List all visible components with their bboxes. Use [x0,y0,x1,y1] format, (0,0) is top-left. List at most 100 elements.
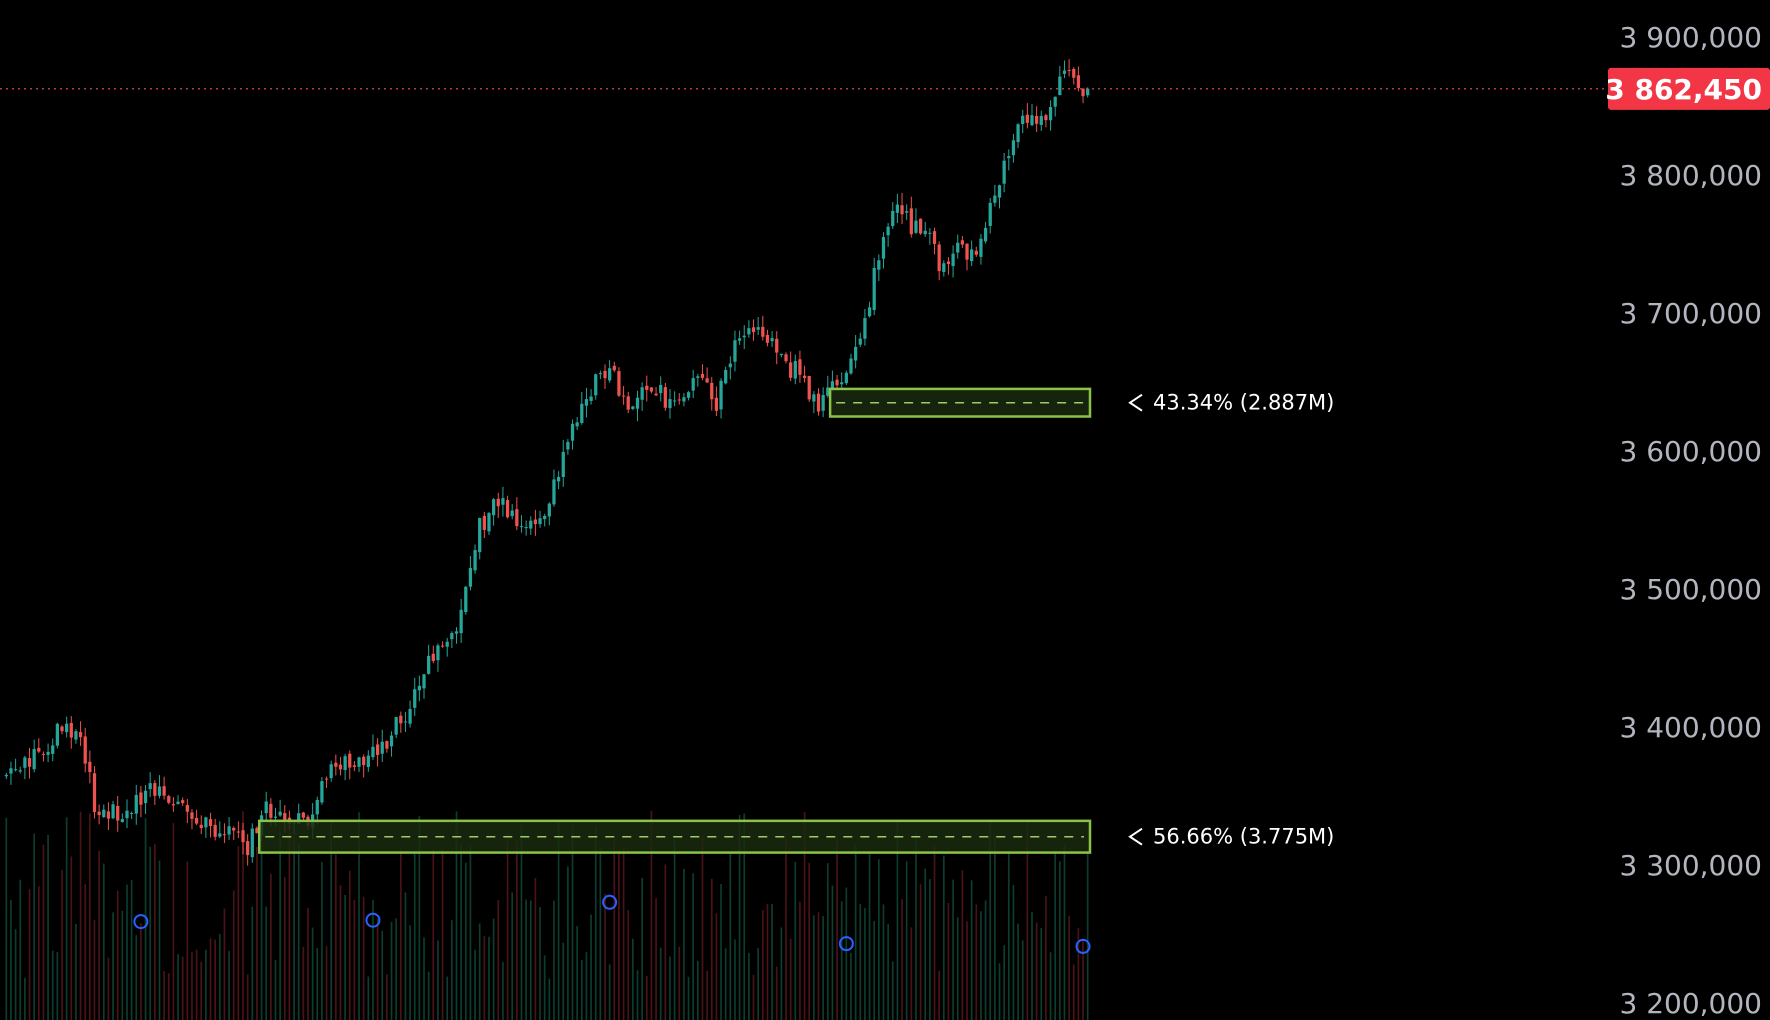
volume-bar [761,909,764,1020]
volume-bar [799,901,801,1020]
volume-bar [93,919,96,1020]
candle-body [826,387,830,396]
candle-body [561,451,565,477]
candle-body [580,403,584,423]
candle-body [153,783,157,796]
candle-body [18,770,22,772]
volume-bar [51,950,54,1020]
candle-body [988,202,992,226]
candle-body [492,499,496,516]
volume-bar [348,870,351,1020]
candle-body [74,731,78,740]
volume-bar [218,933,221,1020]
volume-bar [650,810,653,1020]
volume-bar [748,952,750,1020]
volume-bar [325,946,328,1020]
candle-body [881,237,886,259]
candle-body [849,358,853,374]
volume-bar [102,863,105,1020]
volume-bar [56,951,59,1020]
candle-body [872,267,876,310]
volume-bar [678,946,681,1020]
candle-body [566,441,570,450]
volume-bar [279,831,281,1020]
candle-body [798,359,802,375]
volume-bar [316,948,319,1020]
candle-body [719,380,723,410]
candle-body [32,749,36,770]
volume-bar [1021,940,1024,1020]
volume-bar [956,917,959,1020]
signal-marker [133,914,149,930]
candle-body [246,841,250,856]
volume-bar [84,884,87,1020]
volume-bar [836,837,838,1020]
volume-bar [1054,850,1057,1020]
candle-body [190,812,194,819]
volume-bar [437,940,439,1020]
candle-body [13,769,18,771]
candle-body [663,387,667,408]
volume-bar [10,899,12,1020]
y-tick-label: 3 700,000 [1619,297,1762,330]
candle-body [854,346,858,361]
candle-body [167,796,171,803]
candle-body [631,406,635,409]
volume-bar [998,963,1001,1020]
volume-bar [177,954,179,1020]
candle-body [1044,115,1048,121]
volume-bar [186,861,189,1020]
price-axis[interactable]: 3 900,000 3 800,000 3 700,000 3 600,000 3 50… [1619,21,1762,1020]
current-price-tag[interactable] [1608,67,1770,110]
volume-bar [808,862,811,1020]
candle-body [946,261,951,264]
candle-body [204,817,208,828]
candle-body [46,751,50,755]
candle-body [440,645,445,647]
volume-bar [701,836,704,1020]
candle-body [236,831,240,833]
volume-bar [1059,861,1061,1020]
volume-bar [432,848,435,1020]
y-tick-label: 3 400,000 [1619,711,1762,744]
candle-body [816,393,821,412]
candle-body [932,231,937,244]
candle-body [737,338,742,341]
candle-body [714,397,719,411]
volume-bar [1063,845,1066,1020]
volume-bar [548,978,551,1020]
volume-bar [181,956,184,1020]
candle-body [362,756,366,766]
candle-body [213,824,217,837]
candle-body [645,385,649,390]
candle-body [403,721,408,723]
candle-body [468,568,473,587]
volume-bar [724,948,727,1020]
candle-body [960,240,964,245]
volume-bar [534,878,537,1020]
marker-layer [133,894,1091,954]
volume-bar [692,873,695,1020]
volume-bar [460,844,462,1020]
volume-bar [339,885,342,1020]
candle-body [830,381,835,389]
candle-body [143,790,148,804]
price-line-layer: 3 862,450 [0,67,1770,110]
candle-body [23,757,27,768]
volume-bar [975,904,978,1020]
volume-bar [172,823,175,1020]
y-tick-label: 3 500,000 [1619,573,1762,606]
volume-bar [288,832,291,1020]
candle-layer [4,59,1090,866]
volume-bar [418,816,421,1020]
candle-body [621,395,626,397]
candle-body [584,399,589,406]
volume-bar [669,956,671,1020]
volume-bar [655,898,657,1020]
volume-bar [135,935,138,1020]
volume-bar [683,868,685,1020]
candle-body [157,786,162,796]
candle-body [1035,115,1039,124]
